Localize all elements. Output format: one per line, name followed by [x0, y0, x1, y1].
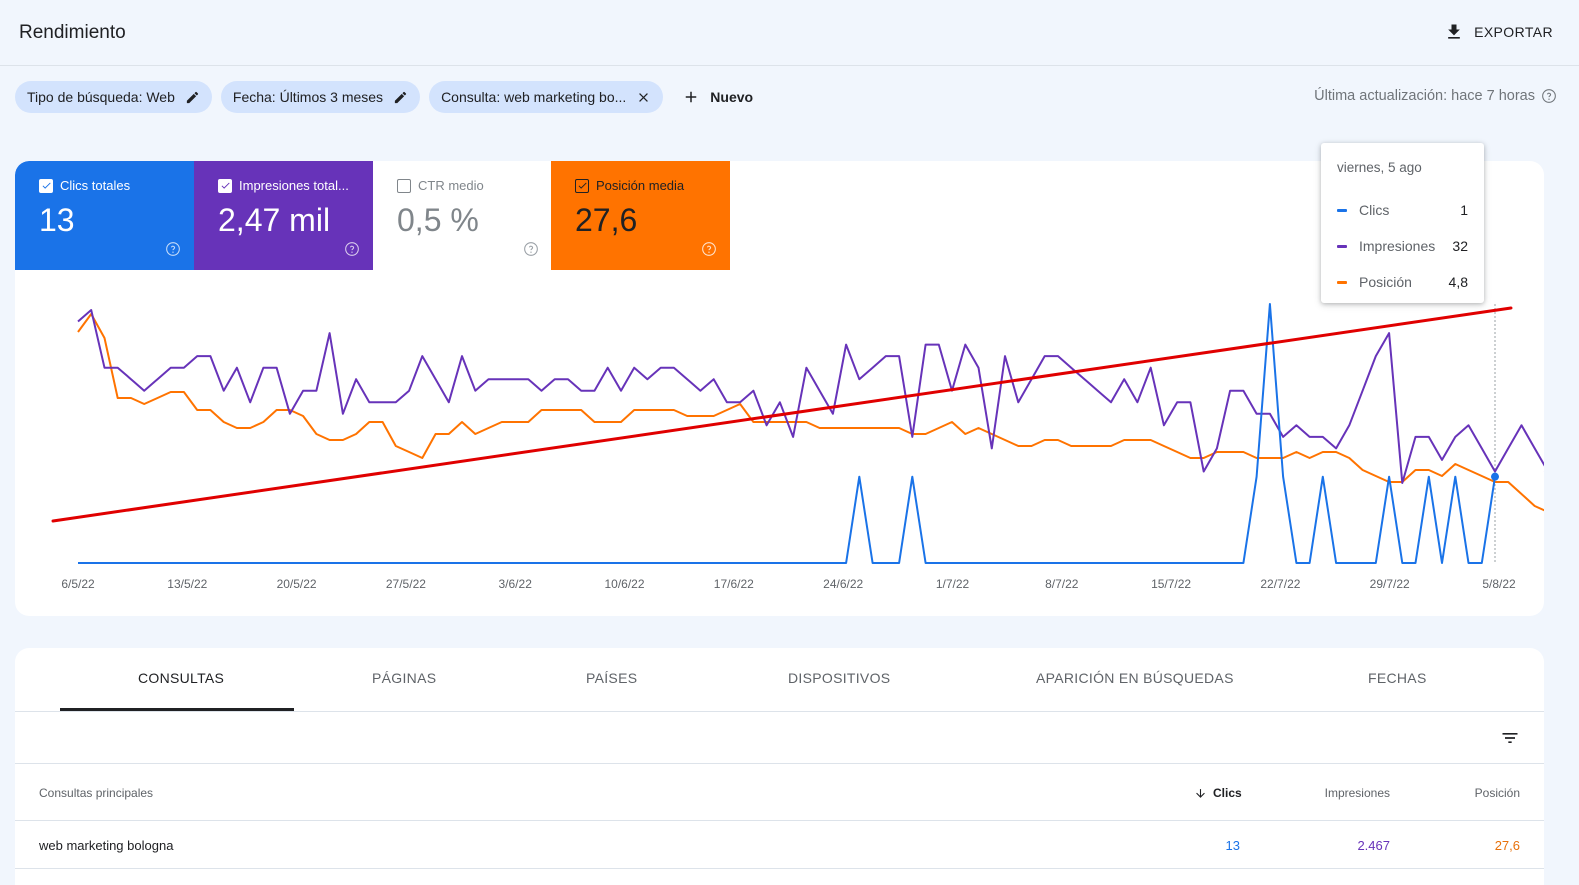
table-row[interactable]: web marketing bologna 13 2.467 27,6 — [15, 821, 1544, 869]
tooltip-value: 32 — [1452, 238, 1468, 254]
cell-query: web marketing bologna — [39, 838, 174, 853]
help-icon[interactable] — [523, 241, 539, 257]
close-icon[interactable] — [636, 90, 651, 105]
edit-icon[interactable] — [393, 90, 408, 105]
metric-label: Clics totales — [60, 178, 131, 193]
tab-pages[interactable]: PÁGINAS — [372, 670, 437, 686]
series-line-clicks — [78, 303, 1496, 564]
x-tick-label: 17/6/22 — [714, 577, 754, 591]
performance-chart[interactable]: 6/5/22 13/5/22 20/5/22 27/5/22 3/6/22 10/6/22… — [15, 161, 1544, 616]
export-label: EXPORTAR — [1474, 24, 1553, 40]
legend-swatch — [1337, 208, 1347, 212]
help-icon[interactable] — [701, 241, 717, 257]
x-tick-label: 22/7/22 — [1260, 577, 1300, 591]
tab-queries[interactable]: CONSULTAS — [138, 670, 225, 686]
tab-devices[interactable]: DISPOSITIVOS — [788, 670, 891, 686]
download-icon — [1448, 24, 1460, 39]
new-filter-button[interactable]: Nuevo — [682, 88, 753, 106]
last-update-text: Última actualización: hace 7 horas — [1314, 88, 1535, 104]
x-tick-label: 6/5/22 — [61, 577, 95, 591]
last-update: Última actualización: hace 7 horas — [1314, 88, 1557, 104]
tab-dates[interactable]: FECHAS — [1368, 670, 1427, 686]
column-header-query[interactable]: Consultas principales — [39, 786, 154, 800]
tab-search-appearance[interactable]: APARICIÓN EN BÚSQUEDAS — [1036, 670, 1234, 686]
tooltip-label: Impresiones — [1359, 238, 1436, 254]
arrow-down-icon — [1196, 788, 1205, 798]
column-header-impressions[interactable]: Impresiones — [1324, 786, 1390, 800]
checkbox-checked-icon[interactable] — [218, 178, 232, 193]
filter-chip-search-type[interactable]: Tipo de búsqueda: Web — [15, 81, 212, 113]
tooltip-row-position: Posición 4,8 — [1337, 264, 1468, 300]
trendline — [51, 306, 1513, 523]
metric-value: 13 — [39, 202, 75, 238]
table-toolbar — [15, 712, 1544, 764]
metric-value: 27,6 — [575, 202, 638, 238]
tooltip-label: Posición — [1359, 274, 1412, 290]
tooltip-row-impressions: Impresiones 32 — [1337, 228, 1468, 264]
edit-icon[interactable] — [185, 90, 200, 105]
export-button[interactable]: EXPORTAR — [1444, 22, 1553, 42]
cell-clicks: 13 — [1225, 838, 1240, 853]
cell-impressions: 2.467 — [1357, 838, 1390, 853]
metric-card-position[interactable]: Posición media 27,6 — [551, 161, 730, 270]
new-filter-label: Nuevo — [710, 89, 754, 105]
filter-chip-label: Fecha: Últimos 3 meses — [232, 89, 384, 105]
x-tick-label: 15/7/22 — [1151, 577, 1191, 591]
tooltip-label: Clics — [1359, 202, 1390, 218]
help-icon[interactable] — [165, 241, 181, 257]
metric-card-ctr[interactable]: CTR medio 0,5 % — [373, 161, 552, 270]
metric-card-clicks[interactable]: Clics totales 13 — [15, 161, 194, 270]
x-tick-label: 29/7/22 — [1370, 577, 1410, 591]
page-title: Rendimiento — [19, 22, 126, 43]
table-header: Consultas principales Clics Impresiones … — [15, 764, 1544, 821]
performance-chart-card: 6/5/22 13/5/22 20/5/22 27/5/22 3/6/22 10/6/22… — [15, 161, 1544, 616]
x-tick-label: 1/7/22 — [936, 577, 970, 591]
page-header: Rendimiento EXPORTAR — [0, 0, 1579, 66]
tooltip-value: 1 — [1460, 202, 1468, 218]
x-tick-label: 20/5/22 — [277, 577, 317, 591]
cell-position: 27,6 — [1494, 838, 1520, 853]
metric-value: 0,5 % — [397, 202, 479, 238]
filter-chip-label: Consulta: web marketing bo... — [441, 89, 627, 105]
x-tick-label: 24/6/22 — [823, 577, 863, 591]
tooltip-date: viernes, 5 ago — [1337, 160, 1422, 175]
metric-label: Posición media — [596, 178, 685, 193]
checkbox-checked-icon[interactable] — [575, 178, 589, 193]
metric-label: Impresiones total... — [239, 178, 349, 193]
checkbox-unchecked-icon[interactable] — [397, 178, 411, 193]
x-tick-label: 3/6/22 — [499, 577, 533, 591]
column-header-label: Clics — [1213, 786, 1242, 800]
tooltip-value: 4,8 — [1448, 274, 1468, 290]
x-tick-label: 10/6/22 — [604, 577, 644, 591]
help-icon[interactable] — [344, 241, 360, 257]
filter-chip-query[interactable]: Consulta: web marketing bo... — [429, 81, 664, 113]
checkbox-checked-icon[interactable] — [39, 178, 53, 193]
metric-card-impressions[interactable]: Impresiones total... 2,47 mil — [194, 161, 373, 270]
column-header-clicks[interactable]: Clics — [1194, 786, 1242, 800]
column-header-position[interactable]: Posición — [1474, 786, 1520, 800]
help-icon[interactable] — [1541, 88, 1557, 104]
series-line-position — [77, 313, 1544, 512]
results-table-card: CONSULTAS PÁGINAS PAÍSES DISPOSITIVOS AP… — [15, 648, 1544, 885]
x-tick-label: 27/5/22 — [386, 577, 426, 591]
chart-tooltip: viernes, 5 ago Clics 1 Impresiones 32 Po… — [1321, 143, 1484, 303]
legend-swatch — [1337, 280, 1347, 284]
series-line-impressions — [77, 309, 1544, 484]
x-tick-label: 8/7/22 — [1045, 577, 1079, 591]
filter-list-icon[interactable] — [1500, 728, 1520, 748]
series-point-clicks[interactable] — [1491, 472, 1499, 481]
filter-chip-label: Tipo de búsqueda: Web — [27, 89, 175, 105]
filter-bar: Tipo de búsqueda: Web Fecha: Últimos 3 m… — [15, 81, 753, 113]
plus-icon — [686, 91, 697, 103]
tab-countries[interactable]: PAÍSES — [586, 670, 638, 686]
tooltip-row-clicks: Clics 1 — [1337, 192, 1468, 228]
dimension-tabs: CONSULTAS PÁGINAS PAÍSES DISPOSITIVOS AP… — [15, 648, 1544, 712]
legend-swatch — [1337, 244, 1347, 248]
active-tab-indicator — [60, 708, 294, 711]
filter-chip-date[interactable]: Fecha: Últimos 3 meses — [220, 81, 421, 113]
metric-value: 2,47 mil — [218, 202, 331, 238]
x-tick-label: 13/5/22 — [167, 577, 207, 591]
x-tick-label: 5/8/22 — [1482, 577, 1516, 591]
metric-label: CTR medio — [418, 178, 484, 193]
